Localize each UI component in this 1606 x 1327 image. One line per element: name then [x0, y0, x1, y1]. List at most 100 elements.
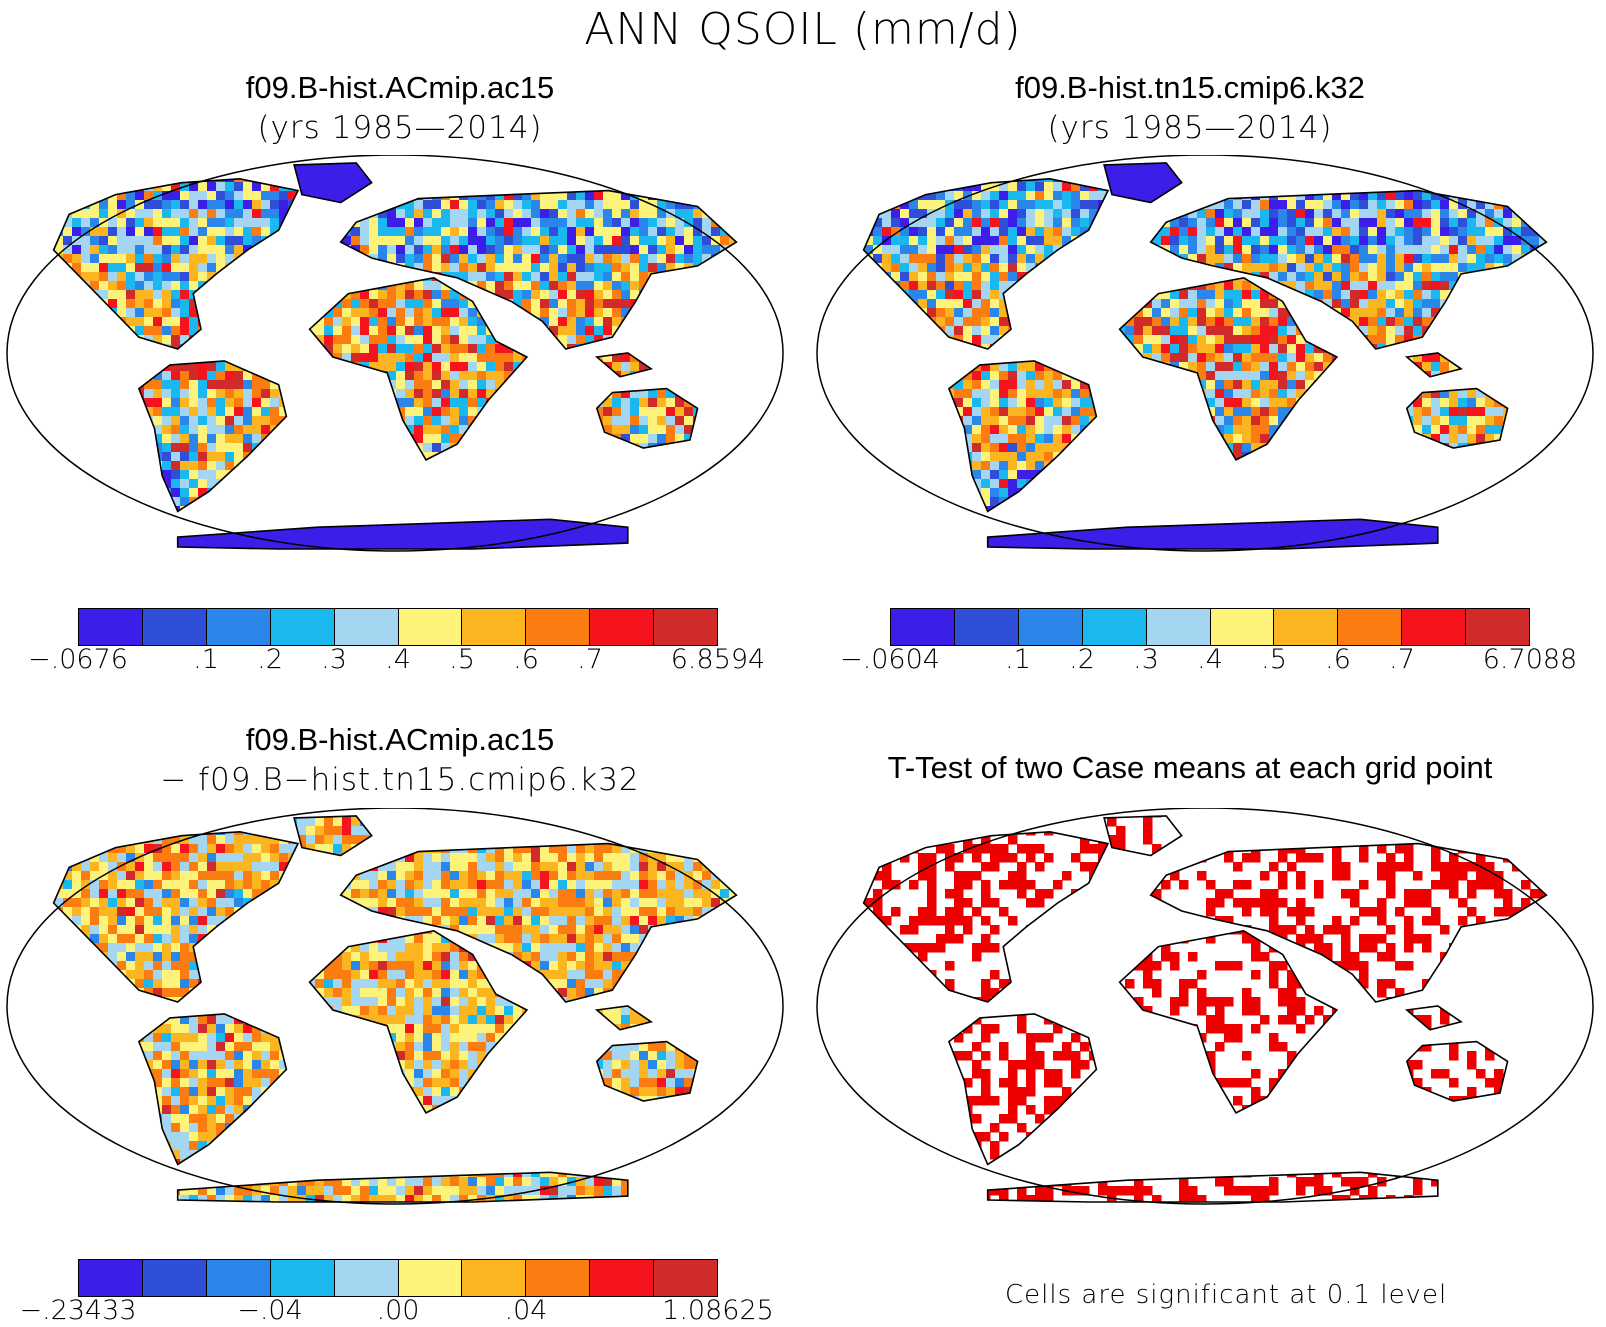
coastline-greenland — [1103, 815, 1183, 857]
coastline-australia — [1405, 1040, 1509, 1102]
panel-4-title: T-Test of two Case means at each grid po… — [887, 750, 1493, 785]
map-frame — [816, 155, 1594, 552]
panel-1-subtitle: (yrs 1985—2014) — [257, 110, 543, 146]
coastline-northAmerica — [862, 830, 1110, 1003]
colorbar-swatch — [1402, 609, 1467, 645]
coastline-seAsia — [1404, 1005, 1464, 1031]
coastline-southAmerica — [947, 1013, 1098, 1166]
colorbar-swatch — [206, 1260, 271, 1296]
panel-2-title: f09.B-hist.tn15.cmip6.k32 — [1015, 70, 1365, 105]
coastline-eurasia — [1149, 189, 1548, 350]
colorbar-swatch — [1146, 609, 1211, 645]
coastline-seAsia — [1404, 352, 1464, 378]
colorbar-tick-label: .2 — [1069, 644, 1095, 675]
coastline-northAmerica — [52, 830, 300, 1003]
coastline-eurasia — [339, 842, 738, 1003]
coastline-africa — [1118, 929, 1339, 1114]
colorbar-tick-label: .3 — [1133, 644, 1159, 675]
coastline-australia — [595, 387, 699, 449]
coastline-antarctica — [986, 518, 1439, 550]
colorbar-tick-label: .7 — [577, 644, 603, 675]
coastline-seAsia — [594, 352, 654, 378]
colorbar-tick-label: .1 — [193, 644, 219, 675]
colorbar-tick-label: 6.8594 — [670, 644, 766, 675]
panel-1-title: f09.B-hist.ACmip.ac15 — [245, 70, 555, 105]
figure-title: ANN QSOIL (mm/d) — [584, 4, 1022, 55]
colorbar-swatch — [462, 609, 527, 645]
colorbar-tick-label: .1 — [1005, 644, 1031, 675]
map-frame — [816, 808, 1594, 1205]
colorbar-swatch — [1082, 609, 1147, 645]
coastline-greenland — [293, 815, 373, 857]
colorbar-swatch — [334, 1260, 399, 1296]
colorbar-swatch — [526, 1260, 591, 1296]
colorbar-swatch — [142, 1260, 207, 1296]
panel-3-title: f09.B-hist.ACmip.ac15 — [245, 722, 555, 757]
coastline-southAmerica — [137, 360, 288, 513]
colorbar-tick-label: .6 — [1325, 644, 1351, 675]
map-frame — [6, 808, 784, 1205]
colorbar-swatch — [590, 609, 655, 645]
colorbar-tick-label: 1.08625 — [662, 1295, 774, 1326]
coastline-antarctica — [176, 1171, 629, 1203]
colorbar-swatch — [654, 609, 718, 645]
colorbar-tick-label: .2 — [257, 644, 283, 675]
colorbar-tick-label: .6 — [513, 644, 539, 675]
colorbar-swatch — [526, 609, 591, 645]
colorbar-swatch — [79, 609, 143, 645]
colorbar-tick-label: .00 — [376, 1295, 420, 1326]
colorbar-tick-label: .4 — [1197, 644, 1223, 675]
colorbar-swatch — [891, 609, 955, 645]
colorbar-swatch — [206, 609, 271, 645]
coastline-africa — [1118, 276, 1339, 461]
colorbar-tick-label: .5 — [1261, 644, 1287, 675]
colorbar-swatch — [462, 1260, 527, 1296]
coastline-eurasia — [339, 189, 738, 350]
colorbar-tick-label: −.04 — [237, 1295, 303, 1326]
colorbar-tick-label: .3 — [321, 644, 347, 675]
panel-1-map — [6, 155, 784, 552]
map-frame — [6, 155, 784, 552]
colorbar-swatch — [79, 1260, 143, 1296]
coastline-northAmerica — [52, 177, 300, 350]
colorbar-swatch — [1210, 609, 1275, 645]
colorbar-swatch — [334, 609, 399, 645]
colorbar-tick-label: −.23433 — [19, 1295, 137, 1326]
colorbar-swatch — [590, 1260, 655, 1296]
coastline-australia — [1405, 387, 1509, 449]
coastline-antarctica — [986, 1171, 1439, 1203]
land-field — [863, 162, 1547, 549]
land-field — [863, 815, 1547, 1202]
coastline-greenland — [293, 162, 373, 204]
coastline-seAsia — [594, 1005, 654, 1031]
colorbar-swatch — [1338, 609, 1403, 645]
coastline-greenland — [1103, 162, 1183, 204]
coastline-southAmerica — [137, 1013, 288, 1166]
coastline-northAmerica — [862, 177, 1110, 350]
colorbar-swatch — [1466, 609, 1530, 645]
coastline-africa — [308, 929, 529, 1114]
panel-2-map — [816, 155, 1594, 552]
colorbar-tick-label: 6.7088 — [1482, 644, 1578, 675]
colorbar-swatch — [270, 1260, 335, 1296]
colorbar-swatch — [654, 1260, 718, 1296]
colorbar-tick-label: .5 — [449, 644, 475, 675]
coastline-australia — [595, 1040, 699, 1102]
panel-1-colorbar — [78, 608, 718, 646]
panel-3-colorbar — [78, 1259, 718, 1297]
colorbar-swatch — [398, 1260, 463, 1296]
coastline-antarctica — [176, 518, 629, 550]
colorbar-tick-label: .7 — [1389, 644, 1415, 675]
colorbar-tick-label: −.0604 — [840, 644, 940, 675]
colorbar-tick-label: .4 — [385, 644, 411, 675]
colorbar-swatch — [270, 609, 335, 645]
coastline-eurasia — [1149, 842, 1548, 1003]
colorbar-tick-label: −.0676 — [28, 644, 128, 675]
coastline-africa — [308, 276, 529, 461]
colorbar-tick-label: .04 — [504, 1295, 548, 1326]
coastline-southAmerica — [947, 360, 1098, 513]
colorbar-swatch — [954, 609, 1019, 645]
land-field — [53, 815, 737, 1202]
panel-2-subtitle: (yrs 1985—2014) — [1047, 110, 1333, 146]
land-field — [53, 162, 737, 549]
